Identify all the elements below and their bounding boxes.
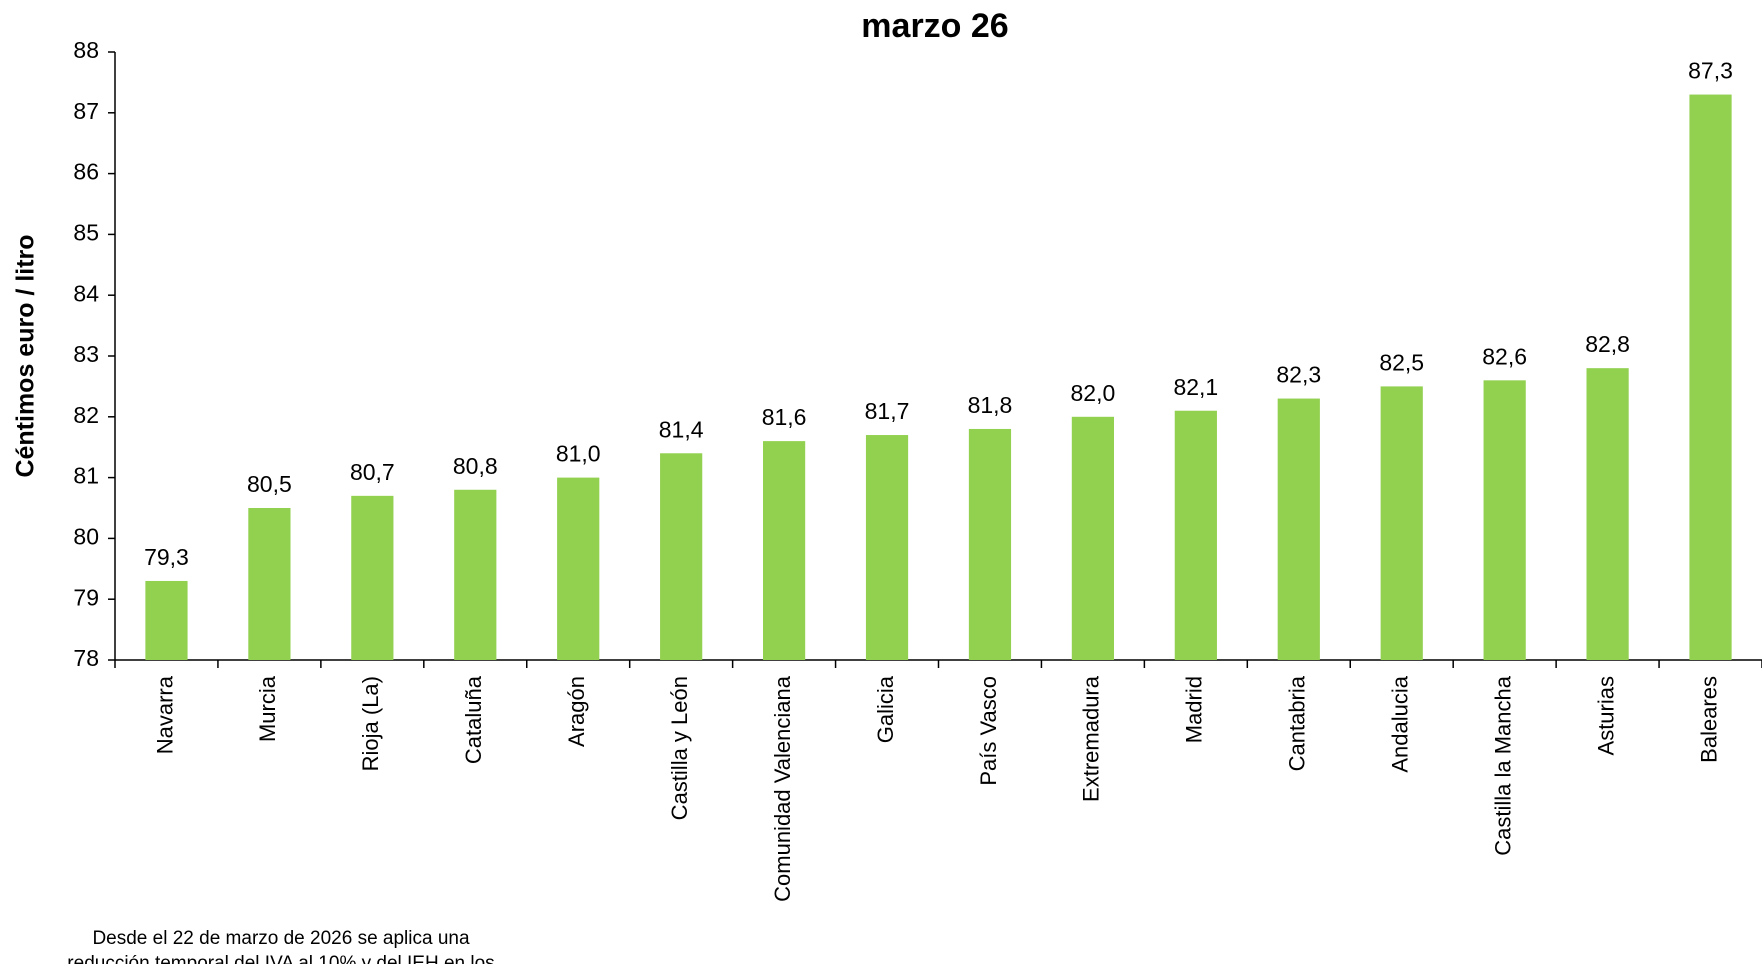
- data-label: 81,6: [762, 404, 807, 430]
- x-tick-label: Galicia: [873, 675, 898, 743]
- y-tick-label: 88: [73, 37, 99, 63]
- x-tick-label: Rioja (La): [358, 676, 383, 771]
- bar: [660, 453, 703, 660]
- chart-title: marzo 26: [861, 7, 1008, 45]
- data-label: 82,6: [1482, 343, 1527, 369]
- x-tick-label: Baleares: [1696, 676, 1721, 763]
- y-tick-label: 84: [73, 280, 99, 306]
- bar: [1174, 410, 1217, 660]
- y-tick-label: 78: [73, 645, 99, 671]
- x-tick-label: Asturias: [1593, 676, 1618, 755]
- data-label: 81,7: [865, 398, 910, 424]
- bar: [865, 435, 909, 660]
- data-label: 80,7: [350, 459, 395, 485]
- bar: [248, 508, 291, 660]
- y-tick-label: 83: [73, 341, 99, 367]
- y-axis-label: Céntimos euro / litro: [12, 234, 40, 477]
- x-tick-label: Cataluña: [461, 675, 486, 764]
- data-label: 81,0: [556, 441, 601, 467]
- y-tick-label: 85: [73, 219, 99, 245]
- x-tick-label: Comunidad Valenciana: [770, 675, 795, 902]
- x-tick-label: Aragón: [564, 676, 589, 747]
- x-tick-label: Madrid: [1182, 676, 1207, 743]
- data-label: 81,4: [659, 416, 704, 442]
- bar: [968, 428, 1012, 660]
- y-tick-label: 82: [73, 402, 99, 428]
- x-tick-label: Andalucia: [1388, 675, 1413, 772]
- bar: [1586, 368, 1629, 660]
- data-label: 87,3: [1688, 58, 1733, 84]
- y-tick-label: 86: [73, 159, 99, 185]
- data-label: 82,0: [1071, 380, 1116, 406]
- data-label: 80,5: [247, 471, 292, 497]
- bar: [351, 495, 394, 660]
- bar: [454, 489, 497, 660]
- data-label: 82,3: [1276, 362, 1321, 388]
- bar: [762, 441, 806, 660]
- bar: [1689, 94, 1732, 660]
- y-tick-label: 79: [73, 584, 99, 610]
- bar: [1380, 386, 1423, 660]
- x-tick-label: Cantabria: [1285, 675, 1310, 771]
- annotation: Desde el 22 de marzo de 2026 se aplica u…: [92, 928, 470, 949]
- data-label: 82,5: [1379, 349, 1424, 375]
- x-tick-label: Castilla y León: [667, 676, 692, 820]
- data-label: 82,1: [1173, 374, 1218, 400]
- data-label: 82,8: [1585, 331, 1630, 357]
- x-tick-label: Castilla la Mancha: [1490, 675, 1515, 856]
- x-tick-label: Murcia: [255, 675, 280, 742]
- bar: [557, 477, 600, 660]
- annotation: reducción temporal del IVA al 10% y del …: [67, 953, 494, 964]
- x-tick-label: Extremadura: [1079, 675, 1104, 802]
- x-tick-label: País Vasco: [976, 676, 1001, 786]
- bar: [1277, 398, 1320, 660]
- bar: [1071, 416, 1115, 660]
- y-tick-label: 87: [73, 98, 99, 124]
- bar: [1483, 380, 1526, 660]
- y-tick-label: 80: [73, 523, 99, 549]
- bar: [145, 580, 188, 660]
- x-tick-label: Navarra: [152, 675, 177, 754]
- data-label: 79,3: [144, 544, 189, 570]
- y-tick-label: 81: [73, 463, 99, 489]
- data-label: 80,8: [453, 453, 498, 479]
- data-label: 81,8: [968, 392, 1013, 418]
